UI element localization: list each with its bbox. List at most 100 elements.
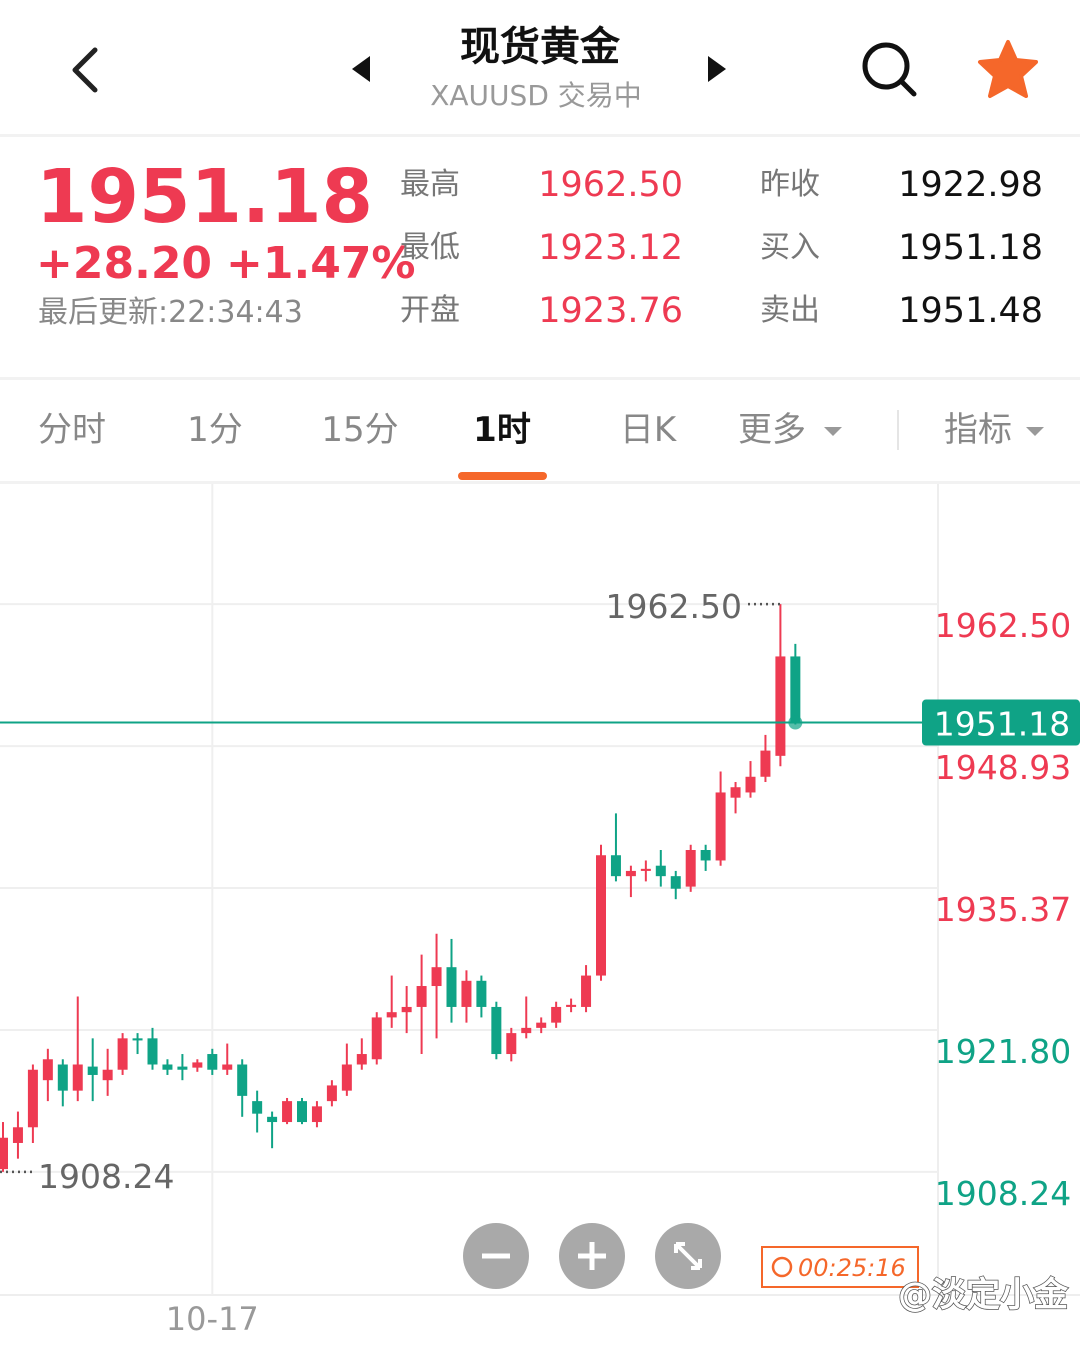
zoom-out-button[interactable] [463,1223,529,1289]
candle-body [416,986,427,1007]
stats: 最高 1962.50 最低 1923.12 开盘 1923.76 昨收 1922.98 买入 19… [400,165,1043,331]
low-annotation: 1908.24 [38,1157,174,1196]
candle-body [610,855,621,877]
candle-body [536,1022,547,1028]
fullscreen-button[interactable] [655,1223,721,1289]
candle-body [0,1137,8,1170]
stat-value: 1923.12 [538,228,683,268]
candle-body [401,1006,412,1013]
stat-value: 1951.48 [898,291,1043,331]
search-icon [862,42,910,90]
current-price-tag [922,699,1080,746]
stat-label: 昨收 [760,167,820,202]
candle-body [625,870,636,877]
candle-body [655,865,666,877]
change: +28.20 [36,238,212,289]
candle-body [162,1064,173,1070]
high-annotation: 1962.50 [606,587,742,626]
candle-body [551,1006,562,1023]
candle-body [12,1127,23,1143]
candle-body [700,850,711,861]
candle-body [192,1062,203,1068]
y-tick-label: 1935.37 [935,890,1071,929]
current-price-label: 1951.18 [934,705,1070,744]
candle-body [282,1101,293,1123]
tab[interactable]: 1时 [473,410,531,450]
change-pct: +1.47% [226,238,416,289]
tab[interactable]: 15分 [321,410,398,450]
x-tick-label: 10-17 [166,1300,259,1338]
candle-body [356,1054,367,1065]
divider [0,134,1080,137]
candle-body [87,1066,98,1075]
candle-body [431,967,442,987]
candle-body [237,1064,248,1096]
stat-value: 1922.98 [898,165,1043,205]
current-price-dot [788,715,803,730]
candle-body [790,656,801,723]
favorite-star[interactable] [978,40,1038,98]
tab[interactable]: 指标 [944,410,1012,450]
candle-body [730,787,741,798]
fullscreen-icon [674,1242,702,1270]
tab[interactable]: 更多 [738,410,806,450]
tab[interactable]: 分时 [38,410,106,450]
candlestick-chart: 1962.50 1948.93 1935.37 1921.80 1908.24 10-17… [0,484,1080,1338]
zoom-in-button[interactable] [559,1223,625,1289]
candle-body [102,1069,113,1081]
divider [0,481,1080,484]
search-button[interactable] [862,42,917,97]
candle-body [147,1038,158,1065]
candle-body [207,1054,218,1070]
y-tick-label: 1948.93 [935,748,1071,787]
title: 现货黄金 [460,24,621,70]
candle-body [685,850,696,887]
tab[interactable]: 日K [620,410,678,450]
candle-body [670,876,681,889]
active-tab-indicator [458,472,547,480]
candle-body [297,1101,307,1123]
price: 1951.18 [36,154,373,240]
stat-value: 1962.50 [538,165,683,205]
stat-label: 开盘 [400,293,460,328]
candle-body [252,1101,263,1114]
tab[interactable]: 1分 [187,410,243,450]
tabs: 分时 1分 15分 1时 日K 更多 指标 [38,410,1044,450]
candle-body [581,975,592,1007]
stat-value: 1923.76 [538,291,683,331]
divider [0,377,1080,380]
candle-body [745,776,756,793]
candle-body [371,1017,382,1060]
candle-body [222,1064,233,1070]
candle-body [461,980,472,1007]
candle-body [72,1064,83,1091]
stat-label: 最高 [400,167,460,202]
stat-label: 卖出 [760,293,820,328]
dropdown-arrow [1026,427,1044,436]
stat-label: 最低 [400,230,460,265]
candle-body [506,1033,517,1055]
next-button[interactable] [708,56,726,82]
candle-body [267,1116,278,1123]
subtitle: XAUUSD 交易中 [430,79,642,112]
candle-body [341,1064,352,1091]
candle-body [521,1027,532,1034]
candle-body [326,1085,337,1102]
prev-button[interactable] [352,56,370,82]
y-tick-label: 1908.24 [935,1174,1071,1213]
candle-body [117,1038,128,1070]
candle-body [640,868,651,871]
candle-body [491,1006,502,1055]
search-handle [898,78,917,97]
timer-box [761,1246,919,1288]
zoom-in-icon [578,1242,606,1270]
timer-icon [771,1256,793,1278]
stat-value: 1951.18 [898,228,1043,268]
back-button[interactable] [72,47,98,93]
candle-body [596,855,606,976]
candle-body [132,1038,143,1041]
candle-body [311,1106,322,1123]
candle-body [775,656,786,756]
candle-body [57,1064,68,1091]
